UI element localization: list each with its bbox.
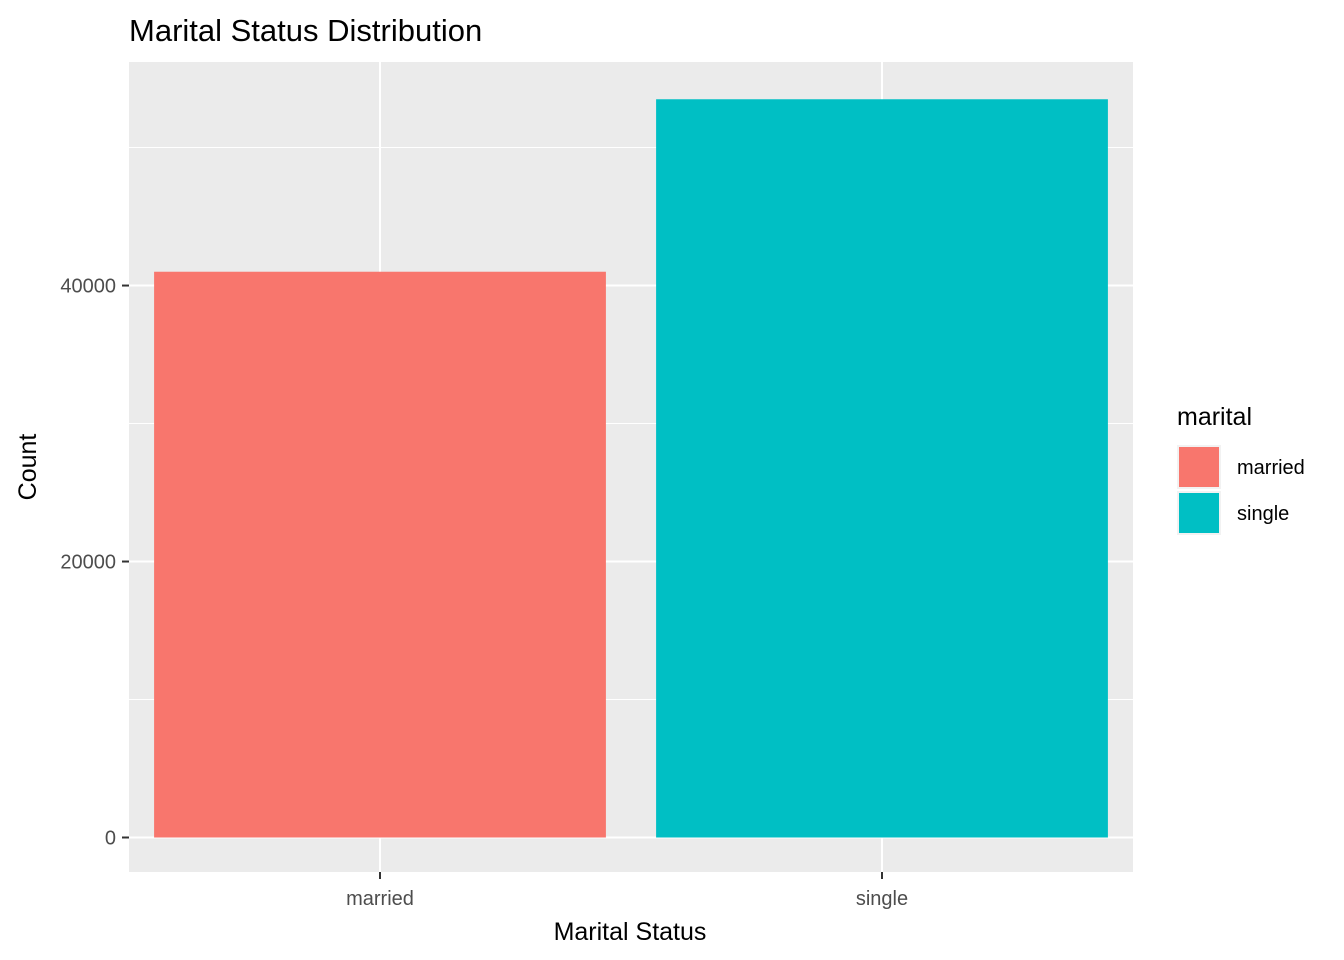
x-tick-label-single: single	[856, 888, 908, 910]
chart-title: Marital Status Distribution	[129, 13, 482, 48]
x-axis: married single	[346, 872, 908, 910]
bar-married	[154, 271, 606, 838]
legend-swatch-married	[1179, 447, 1219, 487]
y-tick-label: 40000	[60, 276, 116, 298]
y-tick-label: 0	[105, 828, 116, 850]
legend-label-single: single	[1237, 503, 1289, 525]
legend: marital married single	[1177, 403, 1305, 535]
x-tick-label-married: married	[346, 888, 414, 910]
bars	[154, 99, 1108, 838]
y-tick-label: 20000	[60, 552, 116, 574]
legend-title: marital	[1177, 403, 1252, 431]
y-axis-title: Count	[14, 434, 42, 501]
legend-swatch-single	[1179, 493, 1219, 533]
x-axis-title: Marital Status	[554, 918, 707, 946]
bar-single	[656, 99, 1108, 838]
legend-entries: married single	[1177, 445, 1305, 535]
legend-label-married: married	[1237, 457, 1305, 479]
y-axis: 0 20000 40000	[60, 276, 129, 850]
